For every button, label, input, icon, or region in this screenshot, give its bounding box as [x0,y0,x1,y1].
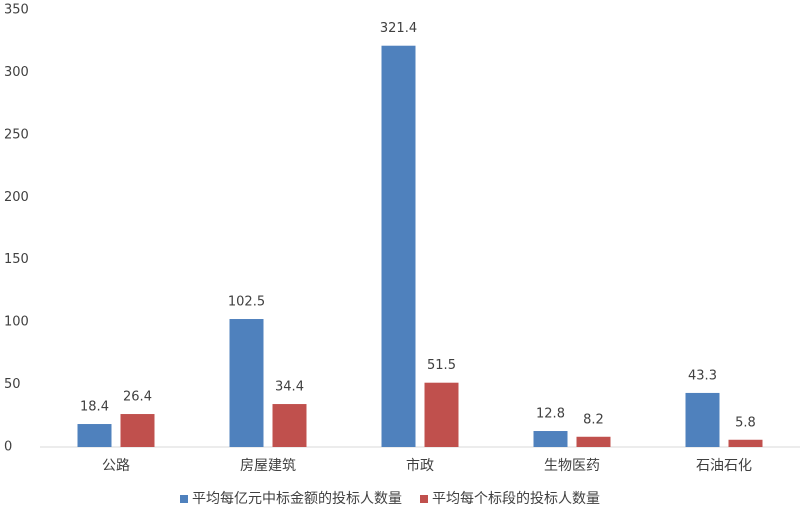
y-tick-label: 150 [4,252,29,267]
x-tick-label: 公路 [102,458,130,474]
y-tick-label: 300 [4,65,29,80]
bar [685,392,720,447]
x-tick-label: 房屋建筑 [240,458,296,474]
y-tick-label: 350 [4,3,29,18]
x-tick-label: 石油石化 [696,458,752,474]
data-label: 321.4 [380,21,417,36]
bar [120,414,155,447]
data-label: 102.5 [228,295,265,310]
y-tick-label: 200 [4,190,29,205]
bar [77,424,112,447]
x-tick-label: 生物医药 [544,458,600,474]
data-label: 51.5 [427,358,456,373]
bar [272,404,307,447]
data-label: 5.8 [735,415,756,430]
bar [381,45,416,448]
bar [728,439,763,447]
y-tick-label: 100 [4,315,29,330]
data-label: 34.4 [275,380,304,395]
y-tick-label: 50 [4,377,21,392]
data-label: 26.4 [123,390,152,405]
legend-marker [420,495,428,503]
bar [229,319,264,447]
legend-label: 平均每亿元中标金额的投标人数量 [192,491,402,507]
bar [424,382,459,447]
data-label: 12.8 [536,407,565,422]
legend-marker [180,495,188,503]
y-tick-label: 0 [4,440,12,455]
bar [533,431,568,447]
data-label: 8.2 [583,412,604,427]
y-tick-label: 250 [4,127,29,142]
legend-label: 平均每个标段的投标人数量 [432,491,600,507]
bar [576,436,611,447]
data-label: 18.4 [80,400,109,415]
data-label: 43.3 [688,368,717,383]
x-tick-label: 市政 [406,457,434,474]
